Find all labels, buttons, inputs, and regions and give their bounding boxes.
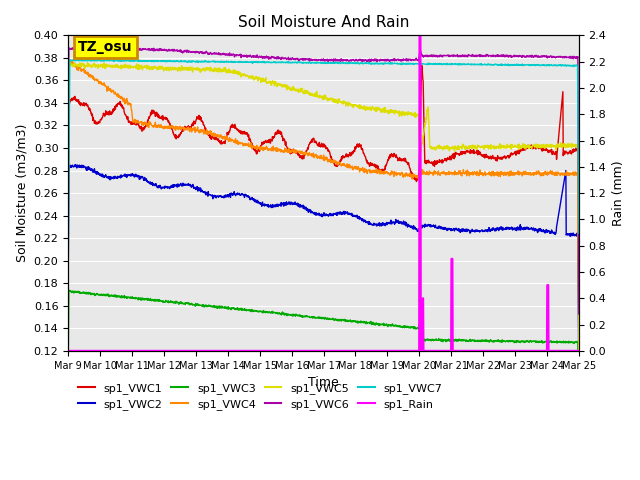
- sp1_VWC6: [444, 52, 452, 58]
- sp1_VWC3: [145, 297, 152, 303]
- sp1_VWC4: [569, 169, 577, 175]
- sp1_VWC5: [145, 63, 152, 69]
- X-axis label: Time: Time: [308, 376, 339, 389]
- Y-axis label: Rain (mm): Rain (mm): [612, 160, 625, 226]
- sp1_VWC4: [310, 155, 318, 160]
- sp1_VWC4: [519, 170, 527, 176]
- sp1_VWC5: [67, 60, 74, 65]
- sp1_VWC6: [83, 44, 91, 50]
- sp1_VWC1: [64, 254, 72, 260]
- Legend: sp1_VWC1, sp1_VWC2, sp1_VWC3, sp1_VWC4, sp1_VWC5, sp1_VWC6, sp1_VWC7, sp1_Rain: sp1_VWC1, sp1_VWC2, sp1_VWC3, sp1_VWC4, …: [74, 378, 447, 415]
- sp1_Rain: [569, 348, 577, 354]
- sp1_VWC2: [64, 291, 72, 297]
- sp1_VWC3: [310, 314, 318, 320]
- sp1_VWC3: [575, 425, 582, 431]
- Line: sp1_Rain: sp1_Rain: [68, 36, 579, 351]
- sp1_VWC7: [78, 57, 86, 62]
- sp1_VWC6: [301, 56, 308, 62]
- sp1_VWC4: [301, 150, 308, 156]
- sp1_VWC4: [575, 358, 582, 363]
- sp1_VWC4: [145, 121, 152, 127]
- Line: sp1_VWC4: sp1_VWC4: [68, 60, 579, 360]
- Text: TZ_osu: TZ_osu: [78, 40, 133, 54]
- sp1_VWC3: [301, 314, 308, 320]
- sp1_VWC7: [575, 230, 582, 236]
- sp1_Rain: [310, 348, 317, 354]
- sp1_Rain: [519, 348, 527, 354]
- sp1_VWC5: [64, 229, 72, 235]
- sp1_VWC4: [66, 57, 74, 62]
- sp1_VWC2: [569, 232, 577, 238]
- sp1_Rain: [300, 348, 308, 354]
- sp1_Rain: [64, 348, 72, 354]
- Title: Soil Moisture And Rain: Soil Moisture And Rain: [238, 15, 409, 30]
- sp1_VWC2: [575, 381, 582, 387]
- sp1_VWC6: [569, 54, 577, 60]
- Line: sp1_VWC7: sp1_VWC7: [68, 60, 579, 273]
- Line: sp1_VWC5: sp1_VWC5: [68, 62, 579, 351]
- sp1_VWC5: [301, 89, 308, 95]
- sp1_VWC4: [444, 171, 452, 177]
- sp1_VWC5: [575, 348, 582, 354]
- sp1_VWC2: [519, 226, 527, 232]
- sp1_Rain: [415, 33, 423, 38]
- sp1_VWC6: [575, 311, 582, 317]
- sp1_VWC2: [310, 211, 318, 217]
- sp1_VWC7: [145, 58, 152, 64]
- Line: sp1_VWC6: sp1_VWC6: [68, 47, 579, 314]
- sp1_VWC1: [310, 135, 317, 141]
- sp1_VWC6: [64, 220, 72, 226]
- sp1_VWC2: [444, 228, 452, 233]
- sp1_VWC5: [519, 142, 527, 147]
- sp1_VWC2: [145, 179, 152, 184]
- sp1_VWC7: [519, 62, 527, 68]
- sp1_VWC2: [301, 205, 308, 211]
- sp1_VWC1: [444, 155, 452, 160]
- sp1_VWC7: [64, 270, 72, 276]
- sp1_VWC3: [519, 339, 527, 345]
- Line: sp1_VWC2: sp1_VWC2: [68, 165, 579, 384]
- Line: sp1_VWC3: sp1_VWC3: [68, 290, 579, 428]
- sp1_VWC1: [575, 350, 582, 356]
- Y-axis label: Soil Moisture (m3/m3): Soil Moisture (m3/m3): [15, 124, 28, 262]
- sp1_VWC5: [569, 141, 577, 147]
- sp1_VWC7: [569, 63, 577, 69]
- sp1_VWC6: [310, 57, 318, 63]
- sp1_VWC5: [310, 92, 318, 98]
- sp1_VWC3: [65, 288, 73, 293]
- sp1_VWC4: [64, 227, 72, 233]
- sp1_Rain: [575, 348, 582, 354]
- sp1_VWC1: [519, 146, 527, 152]
- sp1_VWC2: [72, 162, 79, 168]
- sp1_VWC6: [519, 53, 527, 59]
- sp1_VWC1: [569, 147, 577, 153]
- sp1_VWC3: [64, 366, 72, 372]
- Line: sp1_VWC1: sp1_VWC1: [68, 66, 579, 353]
- sp1_VWC1: [300, 151, 308, 157]
- sp1_VWC3: [569, 340, 577, 346]
- sp1_VWC7: [444, 62, 452, 68]
- sp1_VWC5: [444, 146, 452, 152]
- sp1_VWC7: [310, 60, 318, 65]
- sp1_VWC6: [145, 46, 152, 52]
- sp1_Rain: [144, 348, 152, 354]
- sp1_VWC7: [301, 60, 308, 66]
- sp1_VWC1: [418, 63, 426, 69]
- sp1_Rain: [444, 348, 452, 354]
- sp1_VWC1: [144, 118, 152, 124]
- sp1_VWC3: [444, 338, 452, 344]
